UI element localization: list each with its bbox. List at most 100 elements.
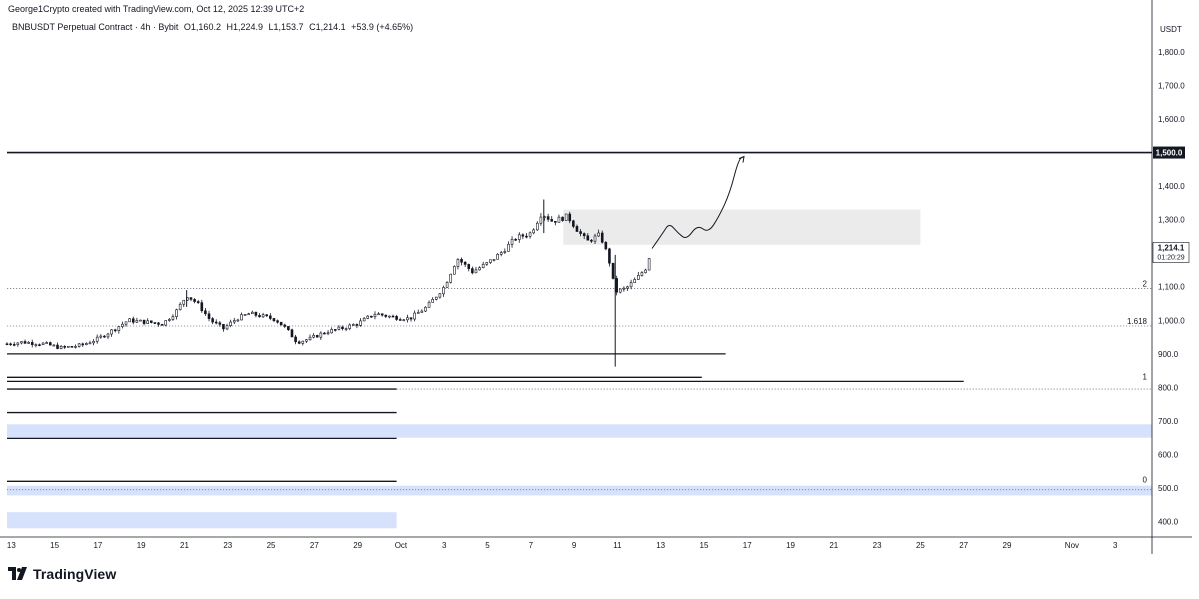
time-tick-label: 19	[137, 541, 146, 550]
bar-countdown-label: 01:20:29	[1157, 254, 1184, 261]
time-tick-label: 21	[829, 541, 838, 550]
tradingview-logo: TradingView	[8, 566, 116, 582]
symbol-legend: BNBUSDT Perpetual Contract · 4h · Bybit …	[12, 22, 416, 32]
candle-body-24	[92, 341, 95, 344]
candle-body-100	[366, 315, 370, 319]
time-tick-label: Oct	[395, 541, 408, 550]
candle-body-159	[579, 231, 582, 234]
fib-level-label: 0	[1143, 476, 1148, 485]
candle-body-133	[485, 262, 489, 265]
last-price-label: 1,214.1	[1158, 243, 1185, 252]
fib-level-label: 2	[1143, 279, 1148, 288]
candle-body-74	[272, 318, 276, 322]
candle-body-130	[474, 269, 478, 274]
zone-blue-3	[7, 512, 397, 529]
candle-body-2	[12, 344, 16, 346]
candle-body-49	[182, 299, 186, 305]
candle-body-10	[41, 342, 45, 345]
candle-body-87	[319, 332, 323, 338]
candle-body-178	[647, 258, 651, 271]
candle-body-150	[546, 216, 550, 220]
candle-body-137	[499, 252, 503, 255]
candle-body-15	[59, 346, 63, 349]
candle-body-34	[128, 318, 131, 323]
candle-body-166	[604, 242, 608, 250]
candle-body-165	[600, 232, 604, 243]
time-tick-label: 11	[613, 541, 622, 550]
candle-body-117	[427, 302, 431, 308]
candle-body-111	[406, 317, 409, 321]
candle-body-73	[269, 315, 272, 319]
candle-body-4	[20, 341, 23, 344]
candle-body-60	[222, 324, 225, 330]
candle-body-169	[615, 278, 618, 293]
candle-body-64	[236, 319, 240, 322]
candle-body-46	[171, 316, 175, 320]
candle-body-90	[330, 329, 333, 334]
candle-body-139	[507, 243, 510, 252]
candle-body-155	[564, 213, 568, 221]
candle-body-42	[157, 322, 160, 325]
candle-body-92	[337, 326, 341, 330]
candle-body-16	[63, 346, 67, 348]
time-tick-label: 27	[959, 541, 968, 550]
candle-body-19	[74, 346, 77, 348]
candle-body-112	[409, 317, 413, 320]
ohlc-open: O1,160.2	[183, 22, 221, 32]
price-tick-label: 900.0	[1158, 350, 1179, 359]
ohlc-change: +53.9 (+4.65%)	[351, 22, 414, 32]
candle-body-97	[355, 324, 359, 326]
candle-body-94	[344, 328, 348, 330]
time-tick-label: 9	[572, 541, 577, 550]
candle-body-45	[168, 319, 171, 321]
time-tick-label: 15	[700, 541, 709, 550]
candle-body-96	[352, 324, 355, 326]
candle-body-1	[9, 343, 12, 346]
price-tick-label: 600.0	[1158, 450, 1179, 459]
candle-body-158	[575, 226, 579, 232]
candle-body-153	[557, 216, 561, 223]
candle-body-107	[391, 315, 395, 318]
time-tick-label: 25	[267, 541, 276, 550]
candle-body-58	[214, 321, 218, 324]
price-tick-label: 1,400.0	[1158, 182, 1185, 191]
time-tick-label: 29	[1003, 541, 1012, 550]
candle-body-177	[644, 269, 647, 273]
candle-body-101	[370, 315, 373, 318]
candle-body-136	[496, 253, 499, 260]
candle-body-104	[380, 313, 384, 316]
price-tick-label: 1,800.0	[1158, 48, 1185, 57]
candle-body-67	[247, 313, 250, 316]
candle-body-57	[211, 318, 214, 323]
candle-body-6	[27, 342, 30, 344]
candle-body-62	[229, 321, 232, 326]
candle-body-172	[626, 286, 629, 289]
candle-body-161	[586, 235, 590, 241]
candle-body-147	[535, 222, 539, 231]
candle-body-140	[510, 238, 514, 245]
candle-body-113	[413, 312, 416, 320]
candle-body-14	[56, 344, 59, 349]
candle-body-119	[434, 296, 438, 300]
candle-body-156	[568, 213, 572, 222]
candle-body-167	[608, 248, 611, 264]
candle-body-76	[279, 321, 283, 326]
candle-body-48	[178, 303, 182, 311]
candle-body-115	[420, 310, 424, 313]
candle-body-12	[48, 342, 52, 346]
price-tick-label: 1,300.0	[1158, 216, 1185, 225]
candle-body-152	[554, 221, 557, 223]
price-tick-label: 400.0	[1158, 518, 1179, 527]
candle-body-126	[460, 259, 463, 263]
candle-body-173	[629, 282, 633, 288]
price-tick-label: 1,000.0	[1158, 316, 1185, 325]
candle-body-63	[232, 320, 236, 323]
candle-body-20	[77, 343, 81, 347]
candle-body-36	[135, 320, 139, 323]
candle-body-0	[5, 343, 9, 346]
chart-credit: George1Crypto created with TradingView.c…	[8, 4, 305, 14]
candle-body-99	[362, 318, 366, 322]
candle-body-82	[301, 340, 305, 344]
